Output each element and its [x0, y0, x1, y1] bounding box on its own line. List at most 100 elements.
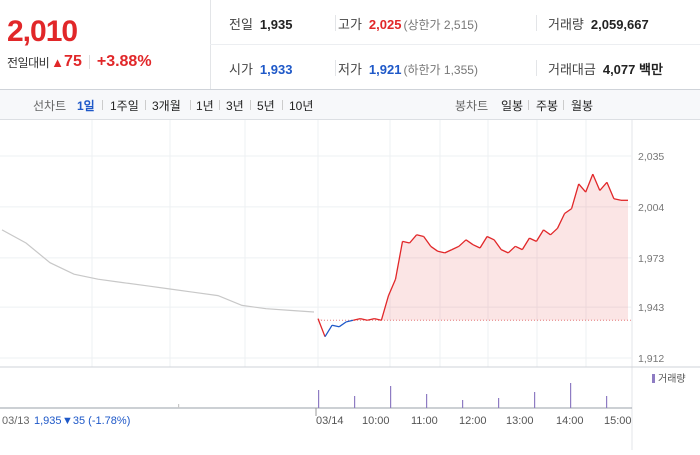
low-value: 1,921: [368, 62, 402, 77]
volume-legend: 거래량: [658, 373, 686, 385]
volume-bar: [354, 396, 356, 408]
divider: [88, 55, 90, 69]
tab-weekly-candle[interactable]: 주봉: [536, 99, 559, 113]
divider: [528, 100, 529, 110]
chart-tab-bar: 선차트 1일 1주일 3개월 1년 3년 5년 10년 봉차트 일봉 주봉 월봉: [0, 90, 700, 120]
tab-1y[interactable]: 1년: [196, 99, 214, 113]
high-stat: 고가 2,025 (상한가 2,515): [338, 14, 478, 33]
divider: [536, 60, 537, 76]
price-line-segment: [317, 318, 326, 337]
lower-limit: (하한가 1,355): [403, 63, 478, 77]
price-line-segment: [613, 198, 622, 201]
price-line-segment: [437, 250, 445, 254]
price-line-segment: [374, 317, 382, 321]
x-tick-label: 13:00: [506, 415, 534, 427]
price-line-segment: [465, 239, 474, 246]
price-line-segment: [338, 321, 347, 328]
divider: [563, 100, 564, 110]
y-tick-label: 2,004: [638, 202, 664, 214]
current-price: 2,010: [7, 15, 78, 48]
price-line-segment: [592, 173, 601, 191]
chart-svg: 2,035 2,004 1,973 1,943 1,912 거래량 03/13 1,935 ▼3…: [0, 120, 700, 450]
price-line-segment: [451, 245, 460, 251]
y-tick-label: 1,973: [638, 253, 664, 265]
price-line-segment: [346, 319, 354, 323]
candle-chart-label: 봉차트: [455, 99, 489, 113]
volume-bar: [534, 392, 536, 408]
open-stat: 시가 1,933: [229, 59, 292, 78]
price-line-segment: [416, 234, 424, 238]
volume-bar: [462, 400, 464, 408]
divider: [250, 100, 251, 110]
price-line-segment: [409, 234, 418, 244]
open-value: 1,933: [259, 62, 293, 77]
tab-3y[interactable]: 3년: [226, 99, 244, 113]
divider: [282, 100, 283, 110]
price-line-segment: [564, 208, 572, 215]
divider: [536, 15, 537, 31]
volume-bar: [570, 383, 572, 408]
low-stat: 저가 1,921 (하한가 1,355): [338, 59, 478, 78]
price-line-segment: [458, 239, 467, 247]
x-tick-label: 10:00: [362, 415, 390, 427]
tab-monthly-candle[interactable]: 월봉: [571, 99, 594, 113]
volume-bar: [318, 390, 320, 408]
price-chart: 2,035 2,004 1,973 1,943 1,912 거래량 03/13 1,935 ▼3…: [0, 120, 700, 450]
legend-swatch: [652, 374, 655, 383]
price-line-segment: [402, 240, 410, 244]
price-line-segment: [606, 182, 615, 199]
tab-1w[interactable]: 1주일: [110, 99, 139, 113]
price-line-segment: [486, 235, 495, 241]
price-line-segment: [556, 213, 566, 229]
upper-limit: (상한가 2,515): [403, 18, 478, 32]
x-tick-label: 14:00: [556, 415, 584, 427]
price-line-segment: [535, 229, 545, 242]
price-line-segment: [472, 244, 481, 249]
open-label: 시가: [229, 62, 253, 77]
price-line-segment: [367, 317, 375, 321]
stats-row-1: 전일 1,935 고가 2,025 (상한가 2,515) 거래량 2,059,667: [210, 0, 700, 45]
volume-bar: [178, 404, 180, 408]
divider: [335, 60, 336, 76]
y-tick-label: 2,035: [638, 151, 664, 163]
price-line-segment: [543, 229, 551, 236]
quote-header: 2,010 전일대비 ▲ 75 +3.88% 전일 1,935 고가 2,025 (상…: [0, 0, 700, 90]
stats-row-2: 시가 1,933 저가 1,921 (하한가 1,355) 거래대금 4,077 백만: [210, 45, 700, 89]
price-line-segment: [479, 236, 488, 249]
prev-close-value: 1,935: [259, 17, 293, 32]
prev-day-line: [1, 229, 315, 313]
divider: [335, 15, 336, 31]
price-line-segment: [521, 237, 530, 250]
tab-5y[interactable]: 5년: [257, 99, 275, 113]
price-line-segment: [324, 324, 333, 338]
change-label: 전일대비: [7, 55, 50, 70]
up-triangle-icon: ▲: [51, 54, 65, 70]
tab-3m[interactable]: 3개월: [152, 99, 181, 113]
change-percent: +3.88%: [96, 53, 152, 70]
low-label: 저가: [338, 62, 362, 77]
x-tick-label: 15:00: [604, 415, 632, 427]
price-line-segment: [585, 173, 594, 193]
volume-bar: [606, 396, 608, 408]
x-tick-label: 03/14: [316, 415, 344, 427]
price-line-segment: [444, 249, 453, 254]
prev-close-stat: 전일 1,935: [229, 14, 292, 33]
tab-1d[interactable]: 1일: [77, 99, 95, 113]
price-box: 2,010 전일대비 ▲ 75 +3.88%: [0, 0, 211, 89]
prev-day-close: 1,935: [34, 415, 62, 427]
price-line-segment: [599, 181, 608, 191]
volume-bar: [426, 394, 428, 408]
price-line-segment: [500, 249, 509, 254]
amount-stat: 거래대금 4,077 백만: [548, 59, 663, 78]
price-line-segment: [529, 237, 537, 242]
tab-daily-candle[interactable]: 일봉: [501, 99, 524, 113]
price-line-segment: [578, 183, 587, 193]
tab-10y[interactable]: 10년: [289, 99, 314, 113]
volume-stat: 거래량 2,059,667: [548, 14, 649, 33]
price-line-segment: [430, 245, 439, 252]
amount-value: 4,077 백만: [602, 62, 663, 77]
volume-value: 2,059,667: [590, 17, 649, 32]
change-row: 전일대비 ▲ 75 +3.88%: [7, 53, 152, 71]
divider: [145, 100, 146, 110]
amount-label: 거래대금: [548, 62, 596, 77]
